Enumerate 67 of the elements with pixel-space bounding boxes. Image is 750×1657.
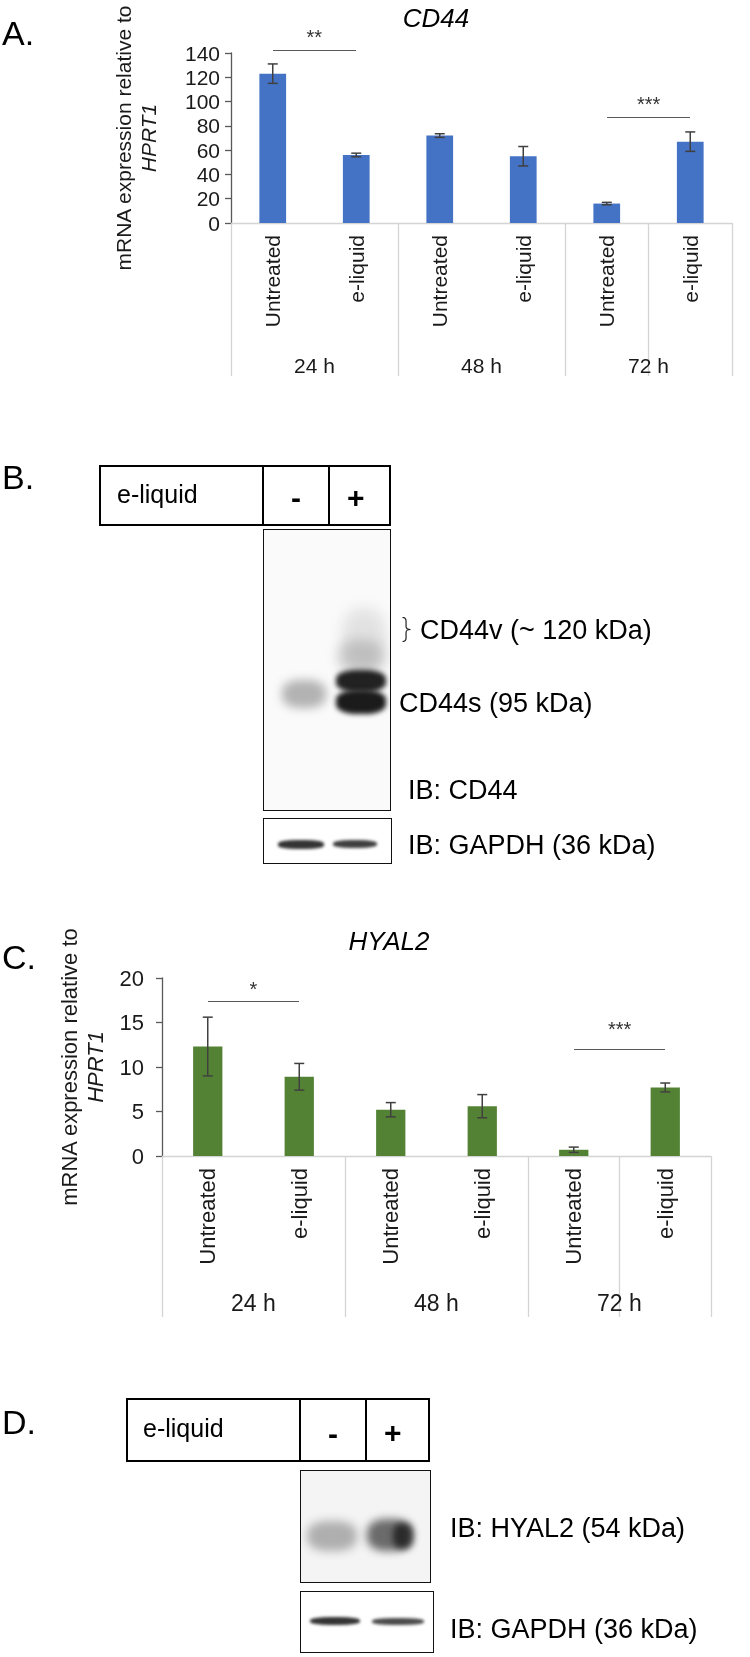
x-tick-label: Untreated (261, 235, 285, 328)
bar (467, 1106, 497, 1156)
y-tick-label: 20 (119, 965, 144, 991)
x-tick-label: Untreated (378, 1168, 404, 1265)
x-tick-label: e-liquid (344, 235, 368, 303)
y-axis-title: mRNA expression relative to HPRT1 (57, 928, 109, 1206)
y-tick-label: 80 (196, 114, 220, 138)
text: CD44v (~ 120 kDa) (420, 614, 652, 646)
bar (426, 135, 454, 223)
text: 24 h (231, 1290, 276, 1316)
x-tick-label: Untreated (428, 235, 452, 328)
chart-title: HYAL2 (348, 926, 431, 956)
y-axis-title: mRNA expression relative to HPRT1 (112, 5, 160, 271)
text: + (384, 1414, 402, 1450)
y-tick-label: 15 (119, 1010, 144, 1035)
bar (509, 156, 537, 223)
x-tick-label: e-liquid (511, 235, 535, 303)
text: - (291, 479, 301, 515)
chart-title: CD44 (402, 3, 470, 33)
text: e-liquid (143, 1413, 224, 1443)
annotation: *** (608, 1017, 632, 1041)
y-tick-label: 40 (196, 162, 220, 186)
text: IB: GAPDH (36 kDa) (408, 829, 656, 861)
text: IB: CD44 (408, 774, 518, 806)
y-tick-label: 5 (131, 1099, 144, 1124)
x-tick-label: Untreated (195, 1168, 221, 1265)
bar (676, 141, 704, 223)
bar (342, 155, 370, 223)
text: 48 h (461, 354, 502, 378)
bar (559, 1149, 589, 1156)
text: A. (2, 13, 35, 53)
y-tick-label: 120 (184, 65, 220, 89)
y-tick-label: 10 (119, 1054, 144, 1080)
bar (259, 73, 287, 223)
text: IB: GAPDH (36 kDa) (450, 1613, 698, 1645)
text: C. (2, 937, 36, 977)
text: 72 h (597, 1290, 642, 1316)
y-tick-label: 140 (184, 41, 220, 65)
bar (593, 203, 621, 223)
text: + (347, 479, 365, 515)
x-tick-label: Untreated (595, 235, 619, 328)
y-tick-label: 60 (196, 138, 220, 162)
x-tick-label: e-liquid (652, 1168, 678, 1239)
bar (650, 1087, 680, 1156)
bar (284, 1076, 314, 1156)
x-tick-label: e-liquid (678, 235, 702, 303)
text: ** (306, 26, 323, 50)
y-tick-label: 0 (208, 211, 220, 235)
annotation: *** (637, 93, 661, 117)
text: - (328, 1415, 338, 1451)
y-tick-label: 0 (131, 1143, 144, 1169)
annotation: * (249, 977, 258, 1001)
text: 48 h (414, 1290, 459, 1316)
bar (193, 1046, 223, 1156)
text: e-liquid (117, 479, 198, 509)
y-tick-label: 20 (196, 187, 220, 211)
x-tick-label: e-liquid (286, 1168, 312, 1239)
text: B. (2, 457, 35, 497)
text: 72 h (628, 354, 669, 378)
text: D. (2, 1402, 36, 1442)
bar (376, 1109, 406, 1156)
x-tick-label: Untreated (561, 1168, 587, 1265)
text: CD44s (95 kDa) (399, 687, 593, 719)
text: IB: HYAL2 (54 kDa) (450, 1512, 686, 1544)
x-tick-label: e-liquid (469, 1168, 495, 1239)
text: 24 h (294, 354, 335, 378)
y-tick-label: 100 (184, 90, 220, 114)
